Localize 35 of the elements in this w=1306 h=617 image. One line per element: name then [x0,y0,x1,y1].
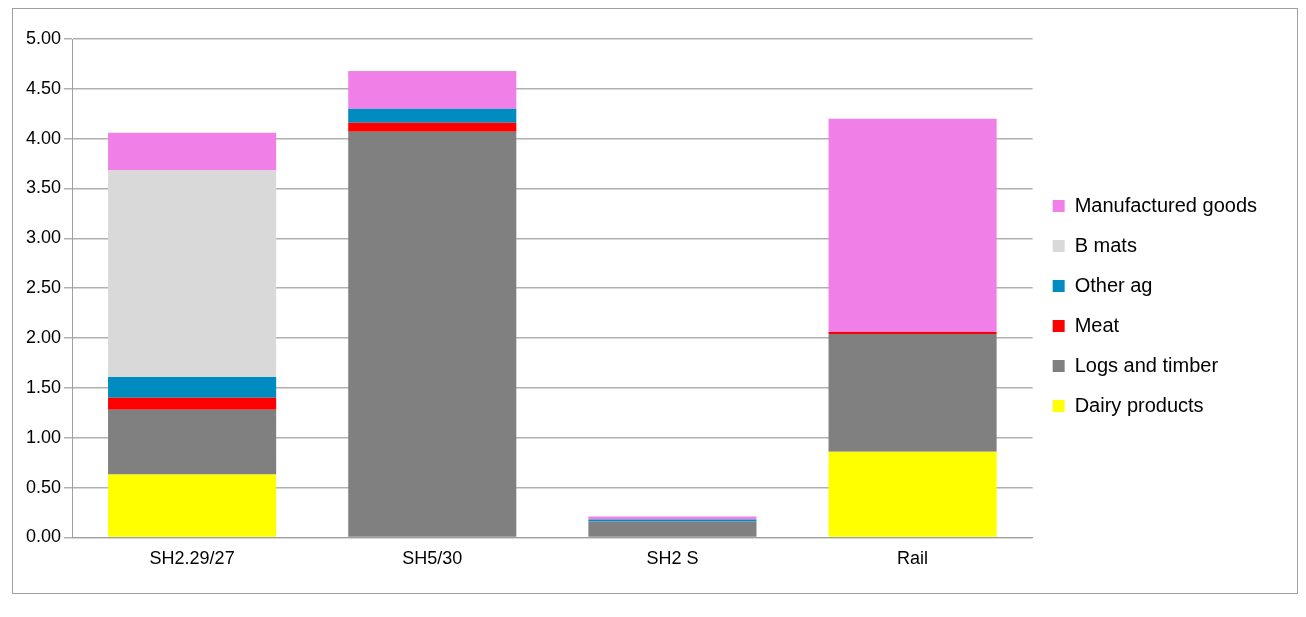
x-tick-label: SH2.29/27 [149,548,235,569]
x-tick-label: Rail [897,548,929,569]
bar [108,170,277,377]
x-tick-label: SH5/30 [402,548,463,569]
y-tick-label: 1.50 [25,376,62,397]
legend-label: Dairy products [1074,393,1204,416]
legend-label: Logs and timber [1074,353,1219,376]
y-tick-label: 3.00 [25,227,62,248]
legend-label: Other ag [1074,273,1153,296]
y-tick-label: 1.00 [25,426,62,447]
bar [348,108,517,123]
legend-label: B mats [1074,233,1137,256]
y-tick-label: 2.00 [25,327,62,348]
bar [348,122,517,132]
bar [108,474,277,537]
y-tick-label: 0.50 [25,476,62,497]
legend-label: Manufactured goods [1074,193,1257,216]
y-tick-label: 2.50 [25,277,62,298]
x-tick-label: SH2 S [646,548,699,569]
bar [828,118,997,333]
bar [108,376,277,398]
y-tick-label: 5.00 [25,27,62,48]
bar [828,334,997,452]
bar [588,521,757,537]
bar [828,451,997,537]
bar [108,397,277,410]
bar [348,70,517,109]
bar [348,131,517,537]
y-tick-label: 3.50 [25,177,62,198]
y-tick-label: 4.00 [25,127,62,148]
legend-label: Meat [1074,313,1120,336]
y-tick-label: 4.50 [25,77,62,98]
bar [108,132,277,171]
y-tick-label: 0.00 [25,526,62,547]
bar [108,409,277,475]
